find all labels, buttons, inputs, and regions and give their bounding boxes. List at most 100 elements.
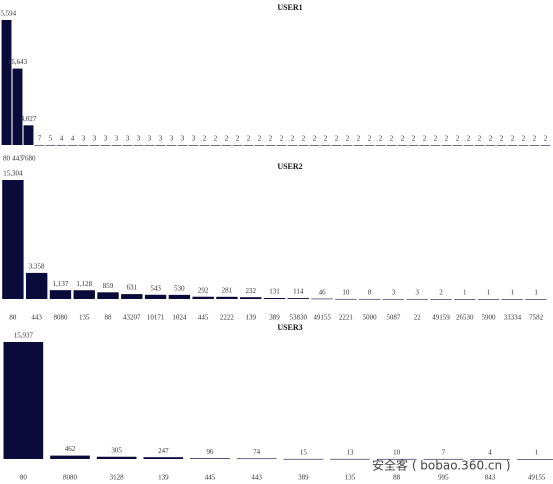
value-label: 15	[300, 448, 308, 456]
bar	[364, 144, 375, 146]
value-label: 46	[319, 288, 327, 296]
bar	[298, 144, 309, 146]
bar	[78, 144, 89, 146]
bar	[168, 294, 191, 299]
value-label: 2	[203, 135, 207, 143]
value-label: 2	[467, 135, 471, 143]
x-tick-label: 10171	[147, 314, 165, 322]
value-label: 3	[392, 289, 396, 297]
bar	[441, 144, 452, 146]
value-label: 15,304	[3, 170, 23, 178]
bar	[525, 298, 547, 300]
bar	[311, 298, 333, 300]
bar	[243, 144, 254, 146]
value-label: 3	[148, 135, 152, 143]
bar	[216, 296, 238, 299]
value-label: 1	[534, 289, 538, 297]
x-tick-label: 3128	[110, 474, 125, 482]
value-label: 114	[293, 288, 304, 296]
bar	[188, 144, 199, 146]
x-tick-label: 8080	[63, 474, 78, 482]
bar	[501, 298, 524, 300]
value-label: 2	[423, 135, 427, 143]
bar	[485, 144, 496, 146]
value-label: 1	[487, 289, 491, 297]
x-tick-label: 135	[345, 474, 356, 482]
x-tick-label: 139	[245, 314, 256, 322]
x-tick-label: 33334	[504, 314, 522, 322]
bar	[358, 298, 381, 300]
bar	[100, 144, 111, 146]
value-label: 247	[158, 447, 169, 455]
value-label: 281	[222, 286, 233, 294]
value-label: 3,358	[29, 262, 45, 270]
value-label: 4,027	[21, 115, 37, 123]
value-label: 3	[170, 135, 174, 143]
value-label: 2	[302, 135, 306, 143]
x-tick-label: 8080	[53, 314, 68, 322]
value-label: 15,643	[8, 58, 28, 66]
value-label: 1	[511, 289, 515, 297]
value-label: 2	[269, 135, 273, 143]
value-label: 74	[253, 448, 261, 456]
value-label: 859	[103, 282, 114, 290]
x-tick-label: 135	[79, 314, 90, 322]
bar	[155, 144, 166, 146]
value-label: 2	[439, 289, 443, 297]
bar	[375, 144, 386, 146]
value-label: 2	[500, 135, 504, 143]
value-label: 2	[368, 135, 372, 143]
value-label: 2	[434, 135, 438, 143]
bar	[386, 144, 397, 146]
value-label: 631	[127, 284, 138, 292]
bar	[192, 296, 214, 299]
value-label: 2	[214, 135, 218, 143]
bar	[331, 144, 342, 146]
bar	[507, 144, 518, 146]
bar	[1, 20, 12, 145]
bar	[496, 144, 507, 146]
bar	[423, 458, 464, 460]
x-tick-label: 995	[438, 474, 449, 482]
bar	[111, 144, 122, 146]
value-label: 3	[104, 135, 108, 143]
value-label: 2	[324, 135, 328, 143]
value-label: 3	[82, 135, 86, 143]
value-label: 15,937	[14, 332, 34, 340]
x-tick-label: 5900	[482, 314, 497, 322]
bar	[56, 144, 67, 146]
bar	[419, 144, 430, 146]
bar	[3, 342, 44, 459]
bar	[240, 297, 262, 299]
bar	[452, 144, 463, 146]
x-tick-label: 80	[20, 474, 28, 482]
bar	[121, 294, 143, 299]
x-tick-label: 80	[9, 314, 17, 322]
x-tick-label: 5000	[363, 314, 378, 322]
bar	[283, 458, 324, 460]
x-tick-label: 88	[393, 474, 401, 482]
bar	[144, 294, 167, 299]
bar	[474, 144, 485, 146]
value-label: 2	[522, 135, 526, 143]
x-tick-label: 443	[251, 474, 262, 482]
value-label: 2	[225, 135, 229, 143]
bar	[73, 290, 95, 299]
bar	[254, 144, 265, 146]
value-label: 3	[137, 135, 141, 143]
bar	[516, 458, 553, 460]
bar	[96, 456, 137, 459]
bar	[50, 455, 90, 459]
value-label: 2	[236, 135, 240, 143]
bar	[177, 144, 188, 146]
bar	[430, 144, 441, 146]
x-tick-label: 53830	[290, 314, 308, 322]
bar	[342, 144, 353, 146]
value-label: 1	[535, 449, 539, 457]
value-label: 2	[456, 135, 460, 143]
value-label: 1,128	[76, 280, 92, 288]
bar	[382, 298, 405, 300]
bar	[143, 457, 184, 459]
bar	[287, 298, 309, 299]
